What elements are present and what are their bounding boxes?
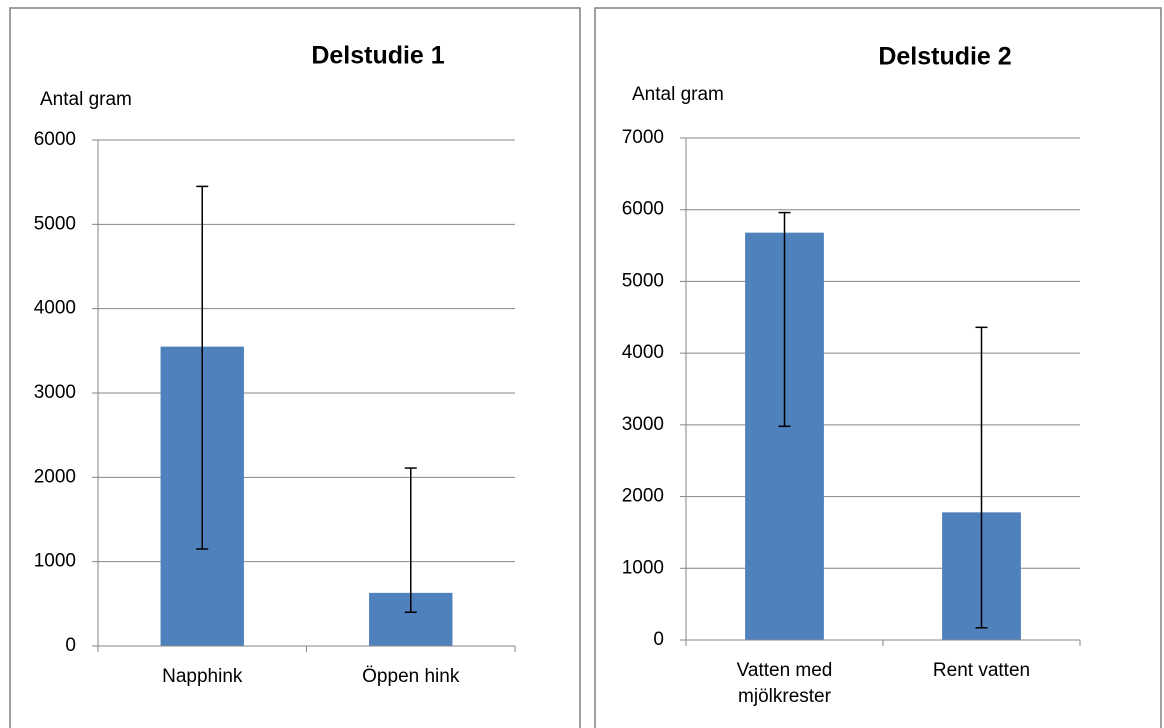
y-tick-label: 0 (653, 629, 664, 650)
y-tick-label: 6000 (622, 199, 664, 220)
y-tick-label: 4000 (34, 298, 76, 319)
y-tick-label: 5000 (622, 270, 664, 291)
y-tick-label: 1000 (34, 551, 76, 572)
y-axis-label: Antal gram (40, 89, 132, 110)
x-tick-label: Vatten med mjölkrester (736, 660, 833, 707)
y-tick-label: 3000 (622, 414, 664, 435)
y-axis-label: Antal gram (632, 84, 724, 105)
y-tick-label: 5000 (34, 213, 76, 234)
y-tick-label: 2000 (622, 486, 664, 507)
panel-border (9, 7, 581, 728)
chart-title: Delstudie 1 (311, 42, 444, 70)
y-tick-label: 2000 (34, 466, 76, 487)
y-tick-label: 4000 (622, 342, 664, 363)
y-tick-label: 0 (65, 635, 76, 656)
x-tick-label: Öppen hink (362, 666, 460, 687)
x-tick-label: Napphink (162, 666, 243, 687)
y-tick-label: 3000 (34, 382, 76, 403)
x-tick-label: Rent vatten (932, 660, 1031, 681)
y-tick-label: 1000 (622, 557, 664, 578)
chart-title: Delstudie 2 (878, 43, 1011, 71)
panel-border (594, 7, 1162, 728)
y-tick-label: 7000 (622, 127, 664, 148)
y-tick-label: 6000 (34, 129, 76, 150)
